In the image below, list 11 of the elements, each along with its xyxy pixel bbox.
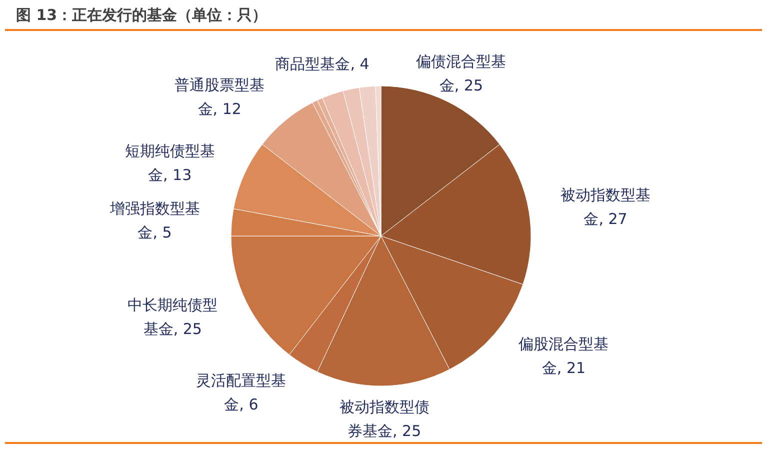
slice-label: 普通股票型基金, 12 xyxy=(174,76,265,118)
slice-label: 偏股混合型基金, 21 xyxy=(518,334,609,377)
slice-label: 偏债混合型基金, 25 xyxy=(416,52,506,95)
slice-label: 被动指数型基金, 27 xyxy=(560,186,651,228)
slice-label: 商品型基金, 4 xyxy=(275,54,370,73)
slice-label: 灵活配置型基金, 6 xyxy=(196,371,286,414)
slice-label: 被动指数型债券基金, 25 xyxy=(339,398,430,440)
slice-label: 增强指数型基金, 5 xyxy=(108,199,200,242)
slice-label: 短期纯债型基金, 13 xyxy=(124,142,215,184)
chart-title: 图 13：正在发行的基金（单位：只） xyxy=(16,6,268,24)
slice-label: 中长期纯债型基金, 25 xyxy=(128,296,218,338)
